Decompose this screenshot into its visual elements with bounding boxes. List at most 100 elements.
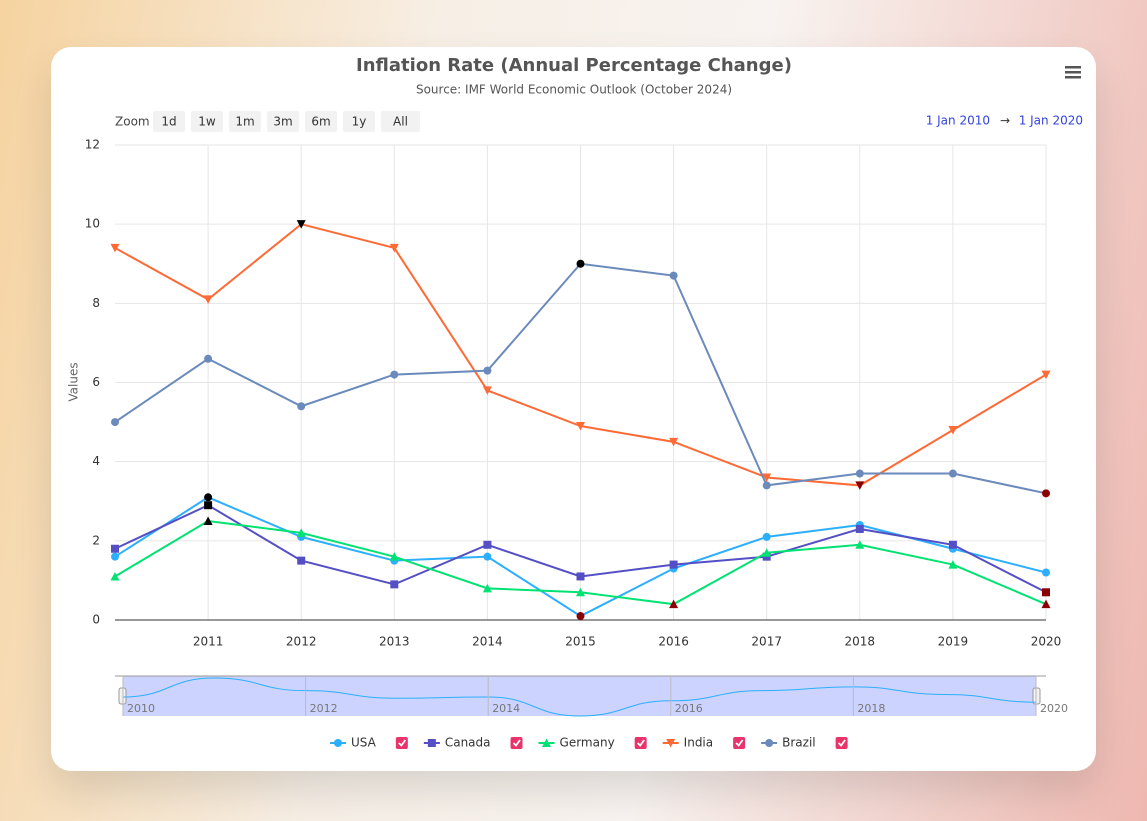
zoom-button-bg[interactable] — [343, 111, 375, 132]
checkmark — [837, 739, 846, 747]
zoom-label: Zoom — [115, 115, 150, 129]
x-tick-label: 2016 — [658, 635, 689, 649]
marker — [1041, 370, 1051, 380]
legend-label[interactable]: Brazil — [782, 736, 816, 750]
marker — [296, 220, 306, 229]
marker — [576, 259, 585, 268]
marker — [482, 583, 492, 593]
legend-label[interactable]: USA — [351, 736, 377, 750]
navigator-label: 2020 — [1040, 702, 1068, 715]
zoom-button[interactable]: 1y — [352, 115, 367, 129]
marker — [390, 370, 399, 379]
legend-checkbox[interactable] — [733, 737, 746, 749]
y-tick-label: 8 — [92, 296, 100, 310]
marker — [762, 548, 772, 557]
marker — [669, 560, 678, 569]
navigator-label: 2014 — [492, 702, 520, 715]
chart-card — [51, 47, 1096, 771]
legend-marker — [334, 739, 342, 747]
navigator-line — [122, 677, 1037, 717]
marker — [482, 386, 492, 395]
marker — [204, 354, 213, 363]
navigator-label: 2018 — [857, 702, 885, 715]
marker — [669, 271, 678, 280]
marker — [948, 469, 957, 478]
zoom-button-bg[interactable] — [191, 111, 223, 132]
navigator-label: 2016 — [675, 702, 703, 715]
marker — [204, 493, 213, 502]
y-axis-title: Values — [67, 362, 81, 401]
navigator-range — [123, 676, 1036, 716]
x-tick-label: 2011 — [193, 635, 224, 649]
legend-label[interactable]: Germany — [560, 736, 615, 750]
legend-label[interactable]: Canada — [445, 736, 491, 750]
range-from[interactable]: 1 Jan 2010 — [926, 114, 990, 128]
checkmark — [398, 739, 407, 747]
menu-icon[interactable] — [1065, 66, 1081, 79]
zoom-button-bg[interactable] — [153, 111, 185, 132]
range-to[interactable]: 1 Jan 2020 — [1019, 114, 1083, 128]
legend-label[interactable]: India — [684, 736, 713, 750]
legend-checkbox[interactable] — [510, 737, 523, 749]
zoom-button-bg[interactable] — [229, 111, 261, 132]
zoom-button[interactable]: 3m — [273, 115, 292, 129]
x-tick-label: 2018 — [845, 635, 876, 649]
navigator-label: 2012 — [310, 702, 338, 715]
marker — [1042, 588, 1050, 597]
marker — [855, 524, 864, 533]
marker — [483, 552, 492, 561]
marker — [855, 469, 864, 478]
marker — [203, 516, 213, 526]
checkmark — [637, 739, 645, 747]
checkmark — [735, 739, 744, 747]
legend-checkbox[interactable] — [835, 737, 848, 749]
marker — [669, 437, 679, 447]
marker — [1041, 599, 1051, 609]
marker — [390, 580, 399, 589]
x-tick-label: 2013 — [379, 635, 410, 649]
chart-title: Inflation Rate (Annual Percentage Change… — [356, 55, 792, 76]
zoom-button[interactable]: All — [393, 115, 408, 129]
marker — [1042, 568, 1050, 577]
zoom-button[interactable]: 1d — [161, 115, 176, 129]
marker — [203, 295, 213, 304]
marker — [855, 481, 865, 490]
marker — [762, 481, 771, 490]
y-tick-label: 4 — [92, 454, 100, 468]
marker — [576, 587, 585, 597]
marker — [762, 473, 772, 482]
legend-checkbox[interactable] — [634, 737, 647, 749]
marker — [483, 366, 492, 375]
zoom-button-bg[interactable] — [267, 111, 299, 132]
marker — [110, 243, 120, 253]
marker — [389, 243, 399, 253]
marker — [297, 402, 306, 411]
zoom-button[interactable]: 6m — [311, 115, 330, 129]
x-tick-label: 2012 — [286, 635, 317, 649]
y-tick-label: 10 — [85, 217, 100, 231]
legend-marker — [542, 738, 552, 747]
marker — [855, 540, 865, 549]
marker — [111, 544, 119, 553]
zoom-button-bg[interactable] — [381, 111, 420, 132]
marker — [1042, 489, 1050, 498]
marker — [296, 528, 306, 537]
x-tick-label: 2015 — [565, 635, 596, 649]
legend-marker — [765, 739, 774, 747]
marker — [483, 540, 492, 549]
zoom-button-bg[interactable] — [305, 111, 337, 132]
zoom-button[interactable]: 1m — [235, 115, 254, 129]
marker — [389, 552, 399, 561]
marker — [204, 501, 213, 510]
legend-checkbox[interactable] — [395, 737, 408, 749]
y-tick-label: 2 — [92, 533, 100, 547]
x-tick-label: 2017 — [751, 635, 782, 649]
chart-subtitle: Source: IMF World Economic Outlook (Octo… — [416, 83, 732, 97]
navigator-label: 2010 — [127, 702, 155, 715]
marker — [576, 612, 585, 621]
range-arrow: → — [1000, 114, 1010, 128]
marker — [948, 426, 958, 435]
checkmark — [512, 739, 521, 747]
zoom-button[interactable]: 1w — [198, 115, 216, 129]
